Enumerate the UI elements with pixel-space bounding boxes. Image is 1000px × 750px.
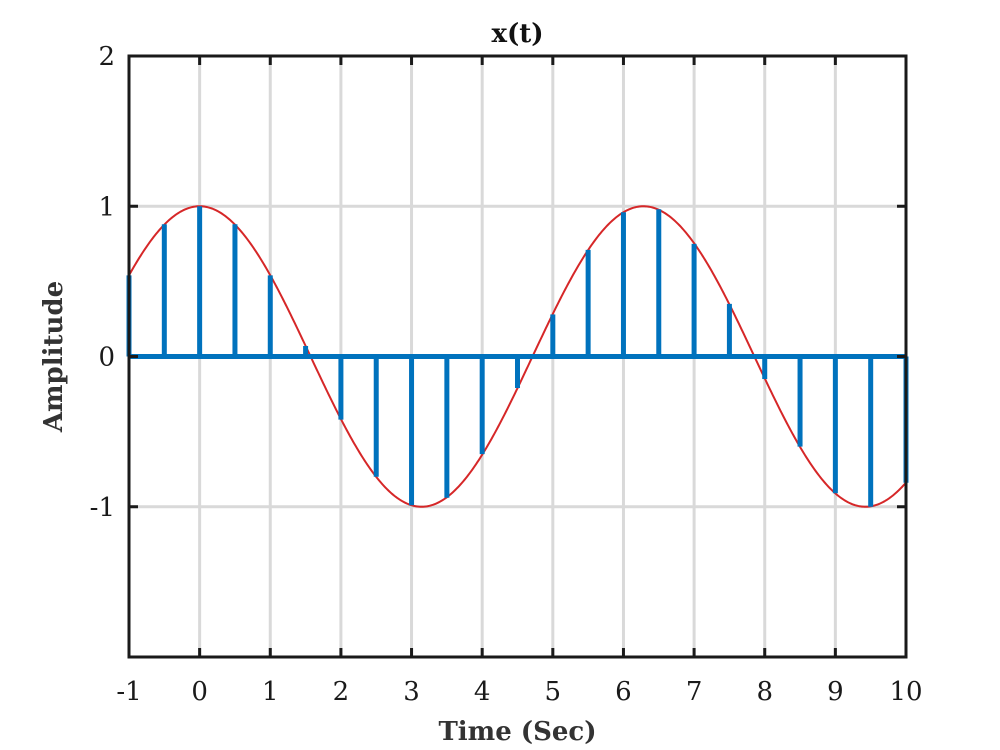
- x-tick-label: 4: [474, 677, 491, 707]
- x-tick-label: 10: [889, 677, 922, 707]
- x-tick-label: 6: [615, 677, 632, 707]
- curve-layer: [128, 205, 907, 508]
- x-tick-label: -1: [116, 677, 141, 707]
- x-tick-labels: -1 0 1 2 3 4 5 6 7 8 9 10: [116, 677, 922, 707]
- x-tick-label: 8: [756, 677, 773, 707]
- signal-curve: [128, 205, 907, 508]
- x-tick-label: 1: [262, 677, 279, 707]
- stem-layer: [126, 206, 909, 507]
- x-tick-label: 5: [545, 677, 562, 707]
- y-tick-label: 0: [98, 343, 115, 373]
- y-tick-label: 1: [98, 192, 115, 222]
- x-tick-label: 9: [827, 677, 844, 707]
- x-tick-label: 3: [403, 677, 420, 707]
- x-axis-title: Time (Sec): [438, 717, 596, 747]
- y-tick-label: -1: [90, 493, 115, 523]
- x-tick-label: 7: [686, 677, 703, 707]
- chart-title: x(t): [491, 19, 543, 49]
- y-tick-labels: -1 0 1 2: [90, 42, 115, 523]
- y-tick-label: 2: [98, 42, 115, 72]
- x-tick-label: 0: [191, 677, 208, 707]
- x-tick-label: 2: [333, 677, 350, 707]
- tick-marks: [127, 54, 908, 657]
- y-axis-title: Amplitude: [39, 281, 69, 433]
